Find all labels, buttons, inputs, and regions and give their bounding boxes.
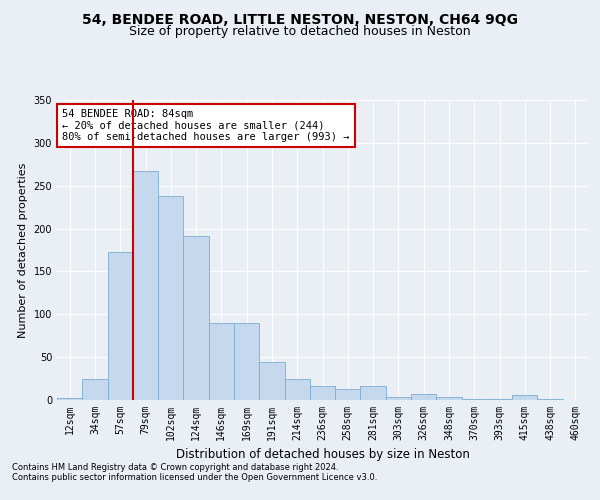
Bar (335, 389, 361, 400)
Bar (57, 398, 82, 400)
Bar (209, 323, 234, 400)
Bar (259, 362, 284, 400)
Bar (461, 399, 487, 400)
Bar (361, 386, 386, 400)
X-axis label: Distribution of detached houses by size in Neston: Distribution of detached houses by size … (176, 448, 469, 462)
Text: Contains HM Land Registry data © Crown copyright and database right 2024.: Contains HM Land Registry data © Crown c… (12, 462, 338, 471)
Bar (436, 396, 461, 400)
Bar (82, 378, 107, 400)
Bar (538, 399, 563, 400)
Bar (284, 378, 310, 400)
Bar (310, 386, 335, 400)
Bar (386, 396, 411, 400)
Bar (512, 395, 538, 400)
Bar (234, 323, 259, 400)
Bar (411, 394, 436, 400)
Text: 54, BENDEE ROAD, LITTLE NESTON, NESTON, CH64 9QG: 54, BENDEE ROAD, LITTLE NESTON, NESTON, … (82, 12, 518, 26)
Bar (487, 399, 512, 400)
Text: 54 BENDEE ROAD: 84sqm
← 20% of detached houses are smaller (244)
80% of semi-det: 54 BENDEE ROAD: 84sqm ← 20% of detached … (62, 109, 350, 142)
Bar (158, 196, 184, 400)
Y-axis label: Number of detached properties: Number of detached properties (18, 162, 28, 338)
Bar (107, 252, 133, 400)
Text: Contains public sector information licensed under the Open Government Licence v3: Contains public sector information licen… (12, 472, 377, 482)
Bar (133, 171, 158, 400)
Bar (184, 236, 209, 400)
Text: Size of property relative to detached houses in Neston: Size of property relative to detached ho… (129, 25, 471, 38)
